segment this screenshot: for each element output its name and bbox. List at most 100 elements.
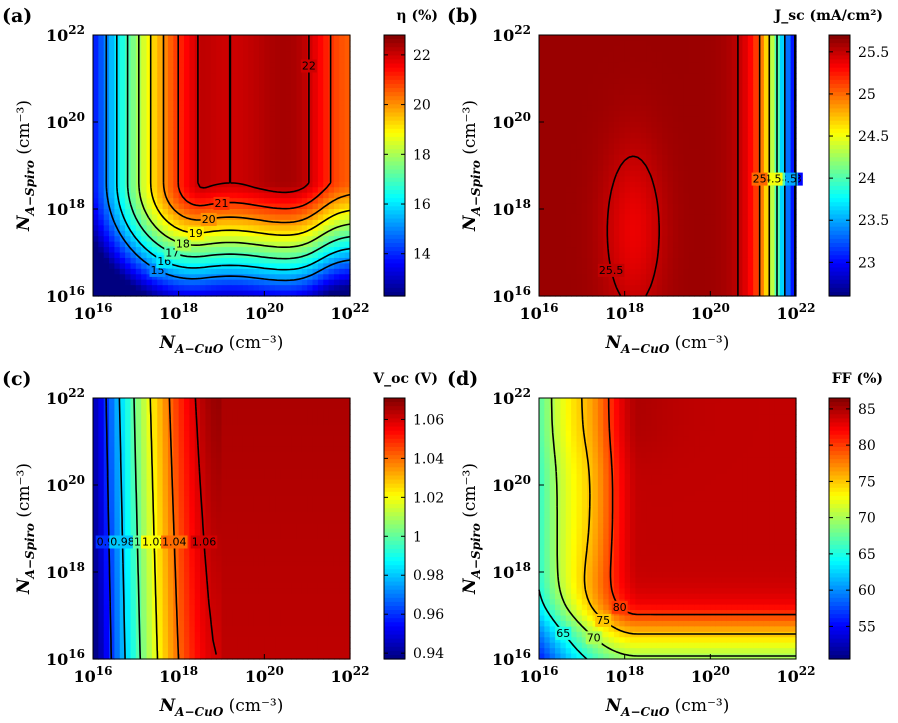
heatmap-cell <box>221 274 228 281</box>
heatmap-cell <box>184 56 190 63</box>
heatmap-cell <box>704 160 711 167</box>
heatmap-cell <box>704 62 711 69</box>
heatmap-cell <box>635 105 642 112</box>
heatmap-cell <box>619 236 626 243</box>
heatmap-cell <box>237 78 244 85</box>
colorbar-swatch <box>384 124 405 130</box>
heatmap-cell <box>587 290 594 297</box>
heatmap-cell <box>726 257 733 264</box>
heatmap-cell <box>323 89 330 96</box>
heatmap-cell <box>672 160 679 167</box>
heatmap-cell <box>109 170 116 177</box>
heatmap-cell <box>216 83 223 90</box>
heatmap-cell <box>630 138 636 145</box>
heatmap-cell <box>307 45 314 52</box>
heatmap-cell <box>603 170 610 177</box>
heatmap-cell <box>555 149 562 156</box>
heatmap-cell <box>678 160 685 167</box>
heatmap-cell <box>232 165 239 172</box>
heatmap-cell <box>635 138 642 145</box>
heatmap-cell <box>688 236 695 243</box>
heatmap-cell <box>157 83 164 90</box>
heatmap-cell <box>275 290 281 297</box>
heatmap-cell <box>667 192 674 199</box>
heatmap-cell <box>624 181 631 188</box>
heatmap-cell <box>790 116 797 123</box>
heatmap-cell <box>167 225 174 232</box>
heatmap-cell <box>275 78 281 85</box>
heatmap-cell <box>704 285 711 292</box>
heatmap-cell <box>146 73 153 80</box>
heatmap-cell <box>597 35 604 42</box>
heatmap-cell <box>678 290 685 297</box>
heatmap-cell <box>333 89 340 96</box>
heatmap-cell <box>210 225 217 232</box>
heatmap-cell <box>226 263 233 270</box>
heatmap-cell <box>146 279 153 286</box>
heatmap-cell <box>619 257 626 264</box>
heatmap-cell <box>565 73 572 80</box>
heatmap-cell <box>753 40 760 47</box>
heatmap-cell <box>581 274 588 281</box>
heatmap-cell <box>721 67 727 74</box>
heatmap-cell <box>539 252 545 259</box>
heatmap-cell <box>544 94 551 101</box>
heatmap-cell <box>619 230 626 237</box>
colorbar-swatch <box>829 71 850 77</box>
heatmap-cell <box>221 209 228 216</box>
heatmap-cell <box>651 105 658 112</box>
colorbar-swatch <box>829 112 850 118</box>
heatmap-cell <box>280 132 287 139</box>
heatmap-cell <box>216 127 223 134</box>
heatmap-cell <box>210 116 217 123</box>
heatmap-cell <box>301 236 308 243</box>
heatmap-cell <box>280 181 287 188</box>
heatmap-cell <box>141 51 148 58</box>
heatmap-cell <box>109 203 116 210</box>
heatmap-cell <box>699 78 706 85</box>
heatmap-cell <box>587 181 594 188</box>
heatmap-cell <box>184 149 190 156</box>
heatmap-cell <box>688 116 695 123</box>
heatmap-cell <box>549 62 556 69</box>
heatmap-cell <box>146 40 153 47</box>
heatmap-cell <box>312 219 319 226</box>
heatmap-cell <box>731 257 738 264</box>
heatmap-cell <box>253 192 260 199</box>
heatmap-cell <box>630 252 636 259</box>
heatmap-cell <box>710 160 717 167</box>
heatmap-cell <box>608 73 615 80</box>
heatmap-cell <box>93 263 99 270</box>
heatmap-cell <box>130 214 137 221</box>
heatmap-cell <box>555 111 562 118</box>
heatmap-cell <box>549 170 556 177</box>
heatmap-cell <box>651 290 658 297</box>
heatmap-cell <box>790 127 797 134</box>
heatmap-cell <box>731 78 738 85</box>
heatmap-cell <box>264 127 271 134</box>
heatmap-cell <box>157 198 164 205</box>
heatmap-cell <box>146 132 153 139</box>
heatmap-cell <box>683 51 690 58</box>
heatmap-cell <box>694 247 701 254</box>
heatmap-cell <box>721 252 727 259</box>
heatmap-cell <box>221 73 228 80</box>
heatmap-cell <box>667 154 674 161</box>
heatmap-cell <box>710 198 717 205</box>
heatmap-cell <box>210 230 217 237</box>
heatmap-cell <box>662 122 669 129</box>
heatmap-cell <box>151 56 158 63</box>
heatmap-cell <box>721 225 727 232</box>
heatmap-cell <box>651 285 658 292</box>
heatmap-cell <box>694 94 701 101</box>
heatmap-cell <box>587 83 594 90</box>
contour-line <box>606 35 739 297</box>
heatmap-cell <box>539 94 545 101</box>
heatmap-cell <box>613 198 620 205</box>
heatmap-cell <box>339 78 346 85</box>
heatmap-cell <box>571 165 578 172</box>
heatmap-cell <box>135 236 142 243</box>
heatmap-cell <box>93 116 99 123</box>
heatmap-cell <box>269 78 276 85</box>
heatmap-cell <box>726 268 733 275</box>
